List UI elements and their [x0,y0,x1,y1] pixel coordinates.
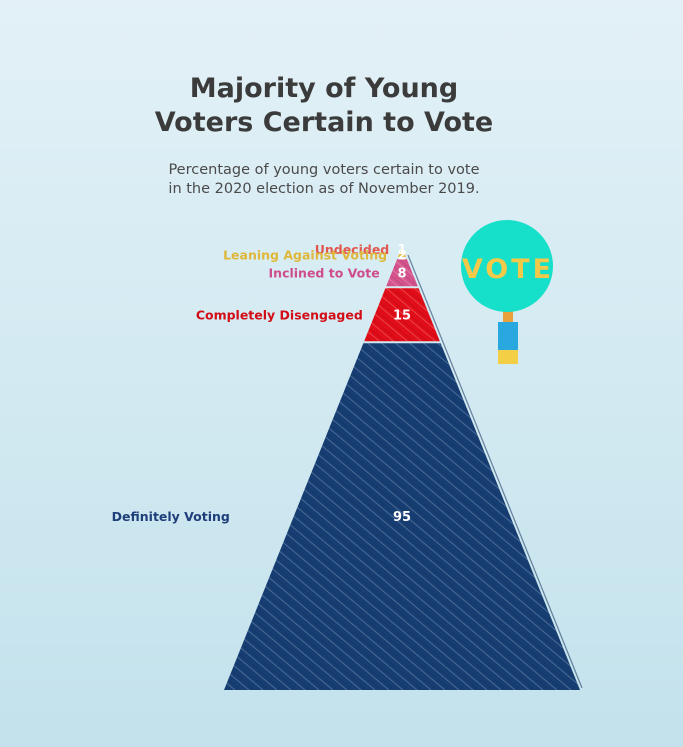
segment-hatch-inclined-to-vote [386,258,418,287]
vote-sign-handle-bottom [498,350,518,364]
chart-title: Majority of Young Voters Certain to Vote [154,73,494,138]
vote-sign-icon: VOTE [461,220,554,364]
vote-sign-handle-mid [498,322,518,350]
vote-sign-text: VOTE [462,254,554,285]
value-label-completely-disengaged: 15 [393,309,411,324]
vote-sign-handle-top [503,310,513,322]
chart-subtitle: Percentage of young voters certain to vo… [168,162,480,197]
value-label-undecided: 1 [397,243,406,258]
pyramid-values: 12 8 15 95 [393,243,411,525]
category-label-definitely-voting: Definitely Voting [112,509,230,524]
segment-hatch-undecided [400,247,404,250]
value-label-inclined-to-vote: 8 [397,267,406,282]
pyramid-outline-stroke [407,254,583,689]
category-label-undecided: Undecided [315,242,390,257]
category-label-leaning-against-voting: Leaning Against Voting [223,247,387,262]
category-label-completely-disengaged: Completely Disengaged [196,308,363,323]
segment-hatch-leaning-against-voting [397,251,407,257]
category-label-inclined-to-vote: Inclined to Vote [269,266,380,281]
value-label-leaning-against-voting: 2 [397,248,406,263]
segment-hatch-completely-disengaged [364,288,440,342]
vote-sign-disc [461,220,553,312]
value-label-definitely-voting: 95 [393,510,411,525]
segment-hatch-definitely-voting [224,343,580,690]
pyramid-segments [224,247,583,690]
